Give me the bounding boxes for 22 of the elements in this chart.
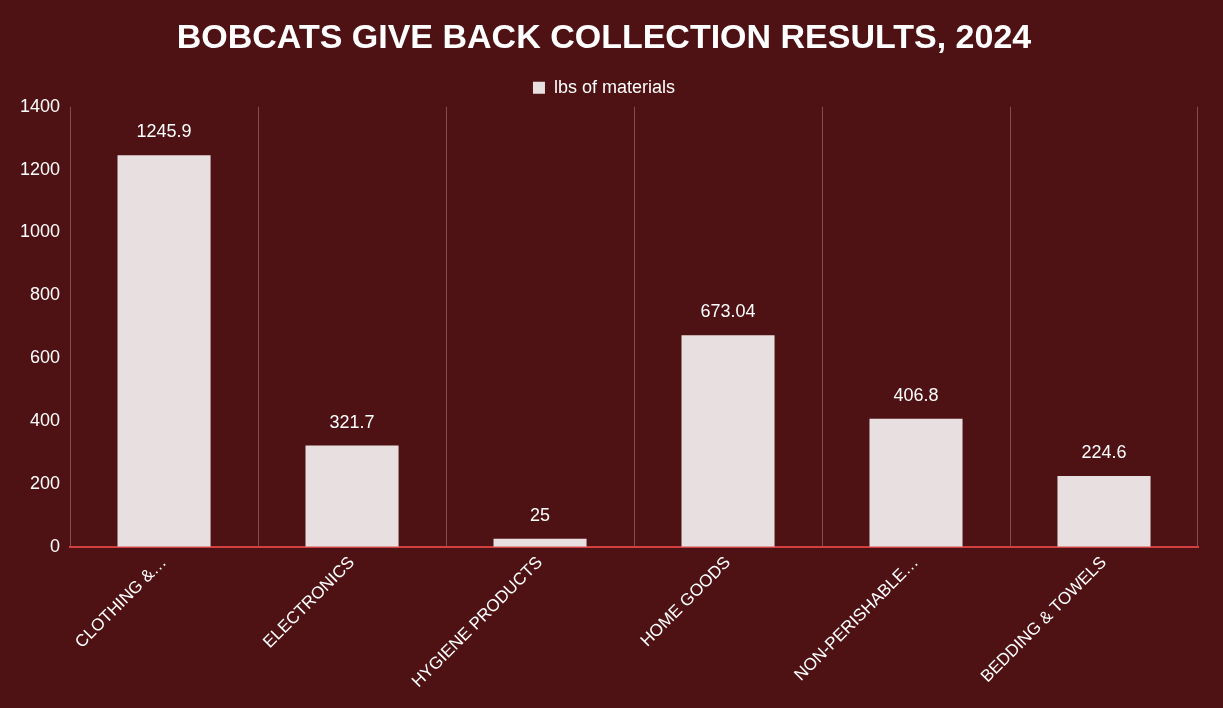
data-label: 321.7: [329, 411, 375, 432]
bar: [681, 335, 775, 547]
bar: [305, 445, 399, 547]
y-tick-label: 0: [50, 535, 61, 556]
data-label: 224.6: [1081, 442, 1127, 463]
bar: [1057, 476, 1151, 547]
bar: [117, 155, 211, 547]
y-tick-label: 600: [30, 347, 61, 368]
data-label: 406.8: [893, 384, 939, 405]
bar: [493, 538, 587, 547]
legend-label: lbs of materials: [553, 76, 676, 97]
chart-title: BOBCATS GIVE BACK COLLECTION RESULTS, 2024: [176, 16, 1032, 55]
y-tick-label: 400: [30, 409, 61, 430]
data-label: 673.04: [700, 301, 756, 322]
y-tick-label: 200: [30, 472, 61, 493]
y-tick-label: 800: [30, 284, 61, 305]
data-label: 1245.9: [136, 121, 192, 142]
bar: [869, 418, 963, 547]
y-tick-label: 1000: [20, 221, 61, 242]
y-tick-label: 1400: [20, 95, 61, 116]
y-tick-label: 1200: [20, 158, 61, 179]
data-label: 25: [530, 504, 551, 525]
